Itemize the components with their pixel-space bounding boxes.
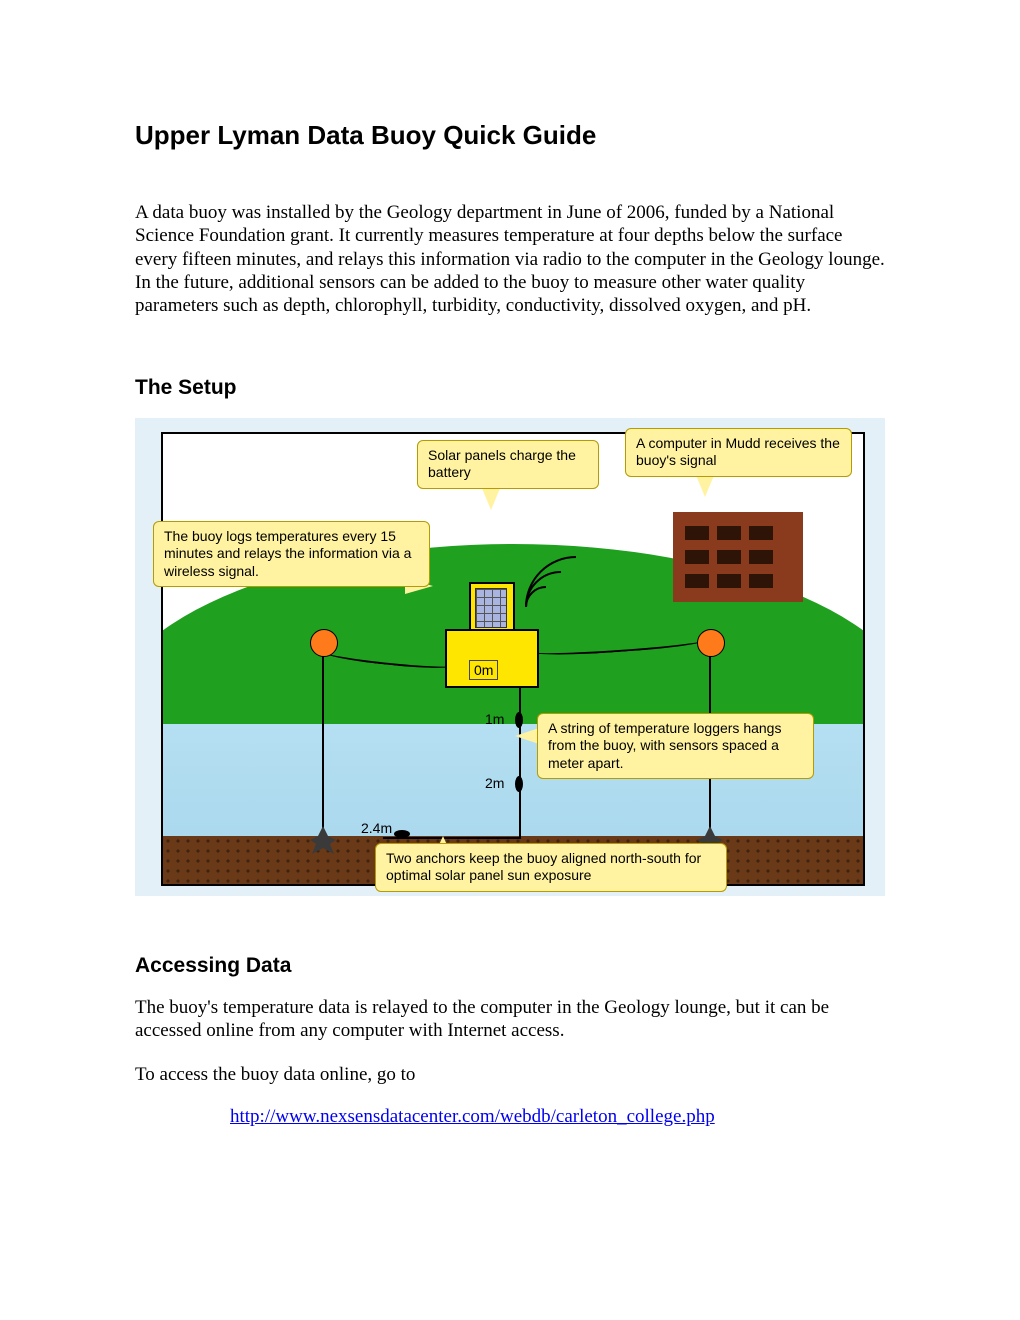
anchor-left	[306, 826, 340, 854]
intro-paragraph: A data buoy was installed by the Geology…	[135, 201, 885, 318]
callout-buoy: The buoy logs temperatures every 15 minu…	[153, 521, 430, 588]
sensor-2m	[515, 776, 523, 792]
building	[673, 512, 803, 602]
float-right	[697, 629, 725, 657]
sensor-2-4m	[394, 830, 410, 838]
callout-computer: A computer in Mudd receives the buoy's s…	[625, 428, 852, 477]
depth-label-1m: 1m	[485, 711, 504, 727]
data-link-wrap: http://www.nexsensdatacenter.com/webdb/c…	[135, 1106, 885, 1128]
callout-solar: Solar panels charge the battery	[417, 440, 599, 489]
section-setup-heading: The Setup	[135, 376, 885, 400]
depth-label-0m: 0m	[469, 660, 498, 680]
wireless-icon	[521, 552, 591, 617]
depth-label-2m: 2m	[485, 775, 504, 791]
data-access-link[interactable]: http://www.nexsensdatacenter.com/webdb/c…	[230, 1106, 715, 1127]
section-accessing-heading: Accessing Data	[135, 954, 885, 978]
page: Upper Lyman Data Buoy Quick Guide A data…	[0, 0, 1020, 1320]
diagram-frame: 0m 1m 2m 2.4m	[161, 432, 865, 886]
float-left	[310, 629, 338, 657]
solar-panel-icon	[475, 588, 507, 628]
sensor-1m	[515, 712, 523, 728]
page-title: Upper Lyman Data Buoy Quick Guide	[135, 120, 885, 151]
accessing-paragraph-1: The buoy's temperature data is relayed t…	[135, 996, 885, 1043]
accessing-paragraph-2: To access the buoy data online, go to	[135, 1063, 885, 1086]
setup-diagram: 0m 1m 2m 2.4m Solar panels c	[135, 418, 885, 896]
depth-label-2-4m: 2.4m	[361, 820, 392, 836]
callout-anchors: Two anchors keep the buoy aligned north-…	[375, 843, 727, 892]
callout-string: A string of temperature loggers hangs fr…	[537, 713, 814, 780]
